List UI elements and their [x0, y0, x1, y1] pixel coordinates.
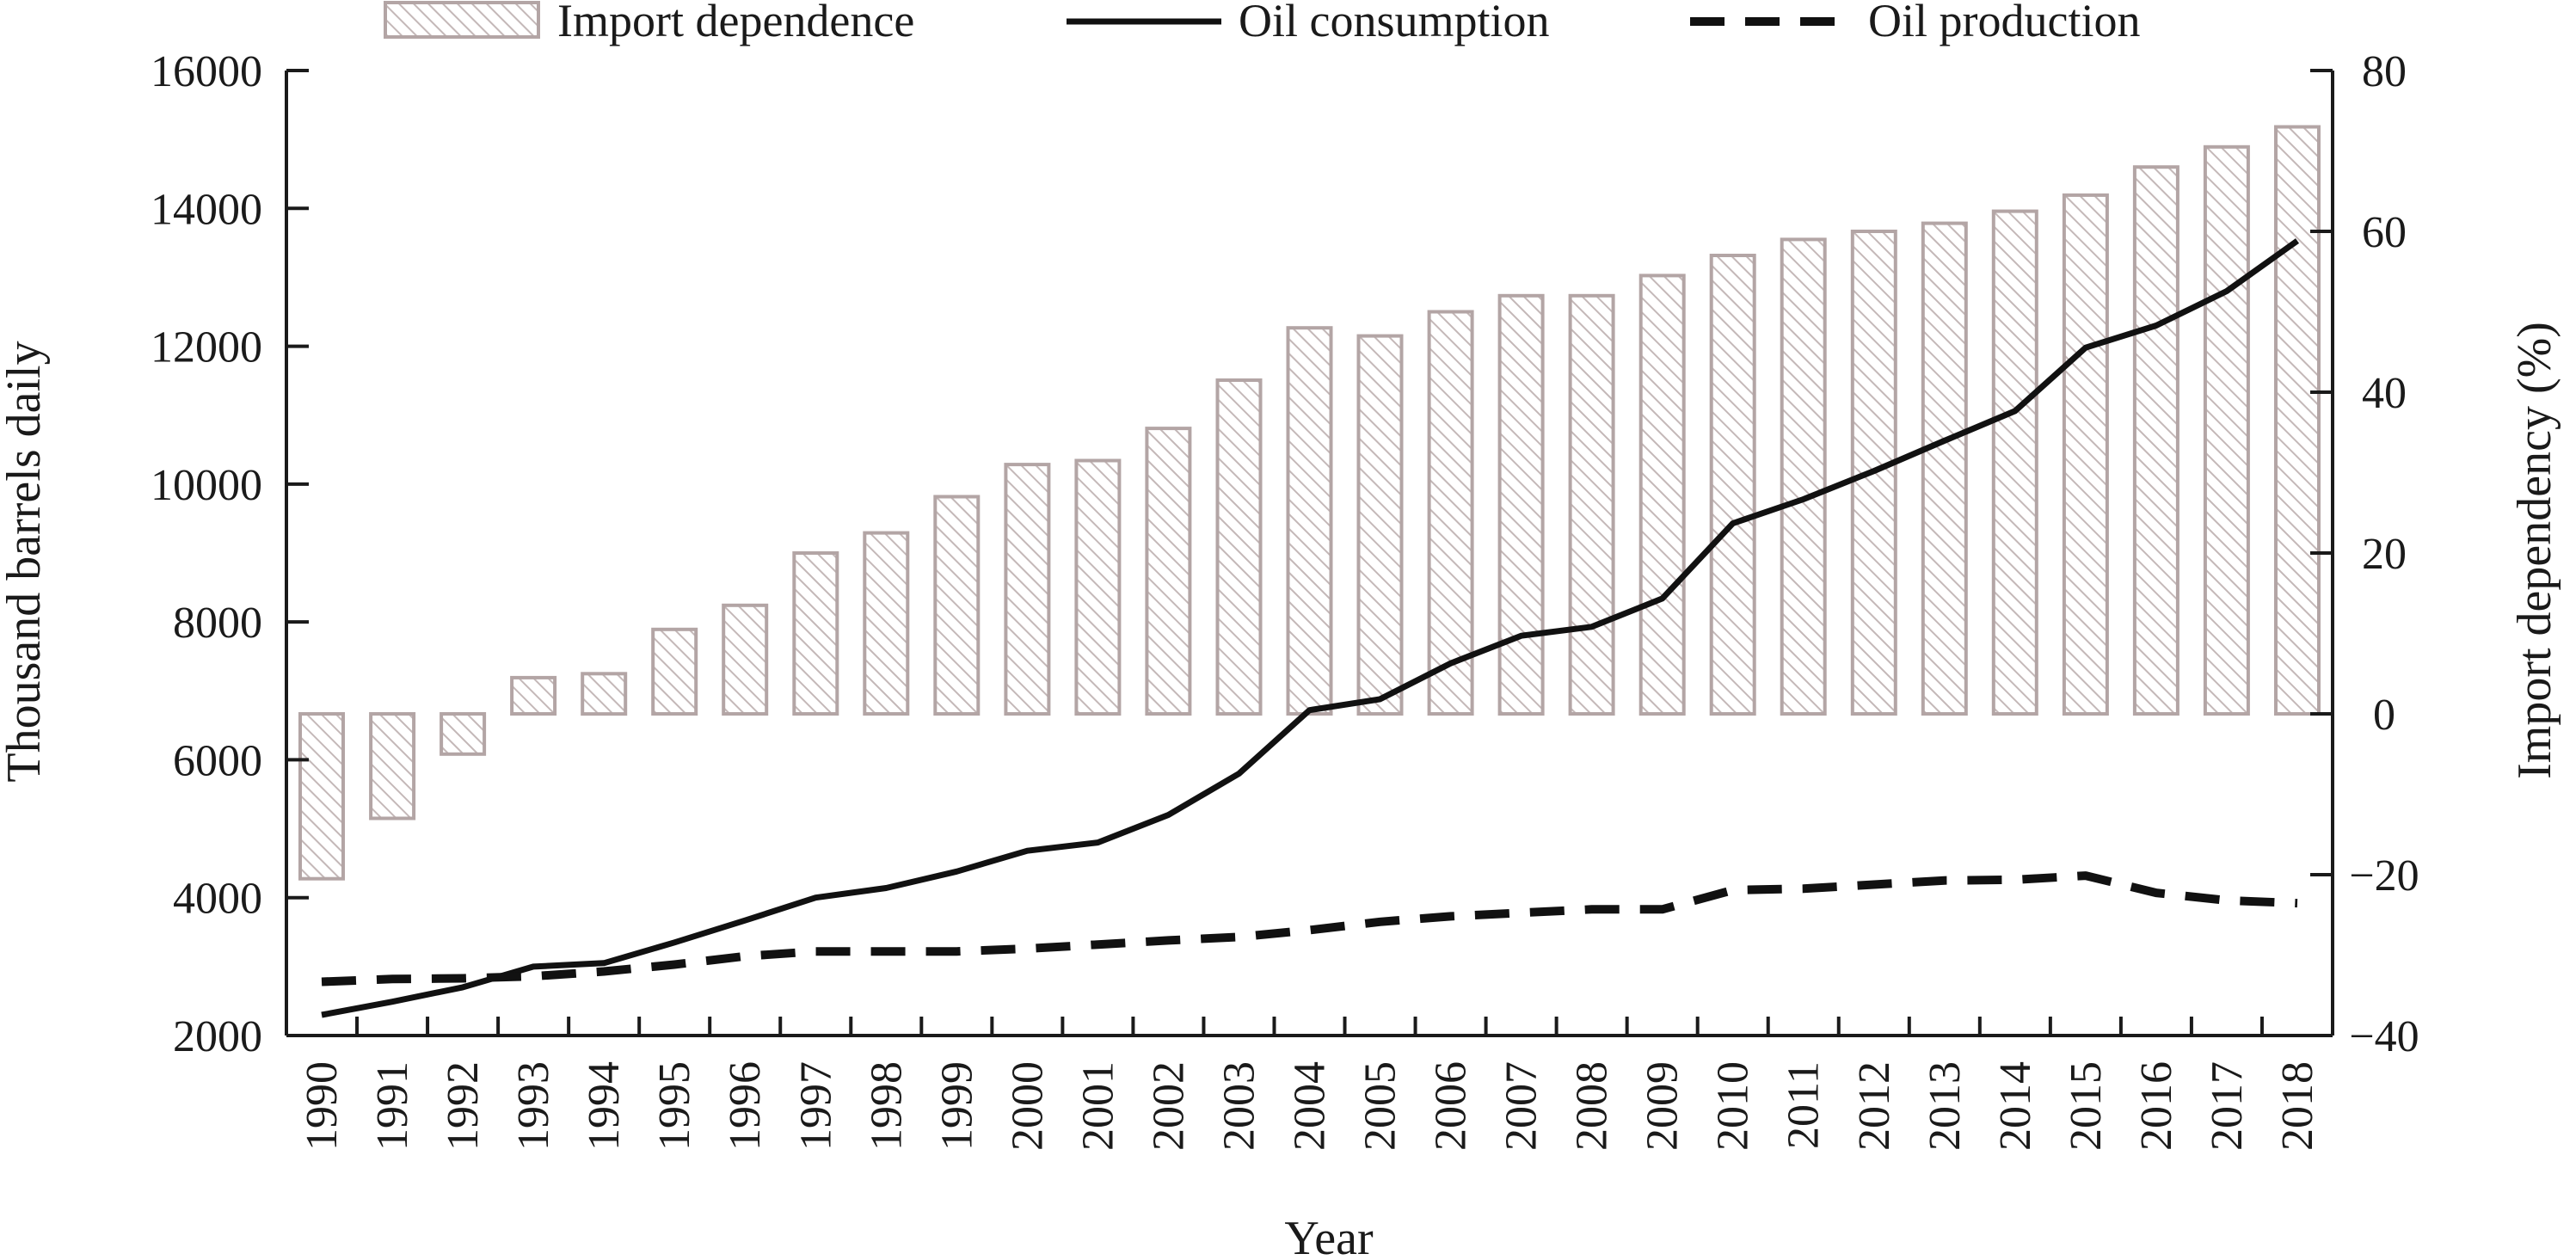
bar-import-dependence-2017 [2203, 144, 2250, 716]
bar-import-dependence-1994 [581, 672, 628, 716]
x-tick-label-1997: 1997 [791, 1061, 840, 1151]
legend-label-import-dependence: Import dependence [557, 0, 914, 46]
bar-import-dependence-2007 [1497, 293, 1545, 716]
x-tick-label-1993: 1993 [509, 1061, 558, 1151]
x-tick-label-2003: 2003 [1215, 1061, 1264, 1151]
x-tick-label-2000: 2000 [1003, 1061, 1052, 1151]
legend-item-oil-production: Oil production [1690, 0, 2140, 46]
y-right-tick-label--20: −20 [2349, 851, 2419, 900]
x-tick-label-2006: 2006 [1427, 1061, 1476, 1151]
y-right-tick-label-60: 60 [2362, 208, 2407, 257]
x-tick-label-2007: 2007 [1497, 1061, 1546, 1151]
bar-import-dependence-1998 [863, 531, 910, 716]
bar-import-dependence-1993 [510, 675, 557, 716]
x-tick-label-1998: 1998 [862, 1061, 911, 1151]
x-tick-label-2004: 2004 [1286, 1061, 1335, 1151]
y-left-tick-label-8000: 8000 [173, 599, 262, 648]
y-left-tick-label-14000: 14000 [151, 185, 262, 234]
x-tick-label-2005: 2005 [1356, 1061, 1405, 1151]
series-line-oil-consumption [321, 238, 2300, 1018]
bar-import-dependence-2000 [1004, 463, 1051, 716]
x-tick-label-2001: 2001 [1073, 1061, 1122, 1151]
y-left-tick-label-6000: 6000 [173, 736, 262, 785]
y-right-tick-label-40: 40 [2362, 369, 2407, 418]
bar-import-dependence-1992 [440, 712, 487, 756]
x-tick-label-2014: 2014 [1991, 1061, 2040, 1151]
y-left-tick-label-12000: 12000 [151, 323, 262, 372]
bar-import-dependence-2013 [1921, 221, 1968, 716]
bar-import-dependence-2002 [1145, 427, 1192, 716]
y-left-tick-label-10000: 10000 [151, 461, 262, 510]
legend: Import dependence Oil consumption Oil pr… [384, 0, 2140, 46]
bar-import-dependence-2010 [1709, 254, 1756, 716]
x-tick-label-2016: 2016 [2132, 1061, 2181, 1151]
x-tick-label-2018: 2018 [2273, 1061, 2322, 1151]
legend-item-oil-consumption: Oil consumption [1067, 0, 1550, 46]
bar-import-dependence-2015 [2062, 193, 2109, 716]
x-tick-label-1991: 1991 [368, 1061, 417, 1151]
x-tick-label-1992: 1992 [439, 1061, 488, 1151]
legend-label-oil-consumption: Oil consumption [1239, 0, 1550, 46]
x-tick-label-1996: 1996 [721, 1061, 770, 1151]
bar-import-dependence-1999 [933, 495, 981, 716]
x-tick-label-1999: 1999 [932, 1061, 981, 1151]
x-axis-title: Year [1284, 1212, 1374, 1260]
y-left-tick-label-16000: 16000 [151, 47, 262, 96]
bar-import-dependence-1991 [369, 712, 416, 821]
y-axis-title-left: Thousand barrels daily [0, 341, 51, 782]
bar-import-dependence-2001 [1074, 458, 1122, 716]
bar-import-dependence-2006 [1427, 310, 1474, 716]
bar-import-dependence-2008 [1568, 293, 1615, 716]
x-tick-label-1990: 1990 [298, 1061, 347, 1151]
y-left-tick-label-4000: 4000 [173, 875, 262, 924]
bar-import-dependence-2014 [1991, 209, 2038, 716]
x-tick-label-2008: 2008 [1568, 1061, 1617, 1151]
x-tick-label-1995: 1995 [650, 1061, 699, 1151]
series-line-oil-production [321, 871, 2298, 986]
x-tick-label-1994: 1994 [580, 1061, 629, 1151]
x-tick-label-2011: 2011 [1780, 1061, 1829, 1149]
bar-import-dependence-2004 [1286, 326, 1333, 716]
y-left-tick-label-2000: 2000 [173, 1012, 262, 1061]
bar-import-dependence-1995 [651, 627, 698, 716]
y-axis-title-right: Import dependency (%) [2508, 322, 2561, 779]
y-right-tick-label--40: −40 [2349, 1012, 2419, 1061]
legend-swatch-import-dependence [384, 1, 540, 39]
legend-label-oil-production: Oil production [1868, 0, 2140, 46]
x-tick-label-2015: 2015 [2062, 1061, 2111, 1151]
y-right-tick-label-80: 80 [2362, 47, 2407, 96]
x-tick-label-2009: 2009 [1638, 1061, 1688, 1151]
y-right-tick-label-20: 20 [2362, 530, 2407, 579]
bar-import-dependence-2009 [1638, 274, 1686, 716]
bar-import-dependence-2016 [2132, 165, 2179, 716]
bar-import-dependence-2005 [1356, 334, 1404, 716]
x-tick-label-2010: 2010 [1709, 1061, 1758, 1151]
line-group [321, 238, 2300, 1018]
bar-import-dependence-2003 [1215, 378, 1263, 716]
x-tick-label-2013: 2013 [1921, 1061, 1970, 1151]
bar-import-dependence-1990 [298, 712, 345, 881]
bar-import-dependence-2018 [2274, 125, 2321, 716]
x-tick-label-2012: 2012 [1850, 1061, 1899, 1151]
tick-labels: 2000 4000 6000 8000 10000 12000 14000 16000 −40 −… [151, 47, 2419, 1151]
bar-import-dependence-1997 [792, 551, 839, 716]
bar-import-dependence-2011 [1780, 237, 1827, 716]
bar-group [298, 125, 2321, 881]
x-tick-label-2002: 2002 [1144, 1061, 1193, 1151]
axes [285, 69, 2334, 1037]
bar-import-dependence-1996 [722, 603, 769, 716]
legend-item-import-dependence: Import dependence [384, 0, 914, 46]
y-right-tick-label-0: 0 [2373, 691, 2395, 740]
x-tick-label-2017: 2017 [2203, 1061, 2252, 1151]
